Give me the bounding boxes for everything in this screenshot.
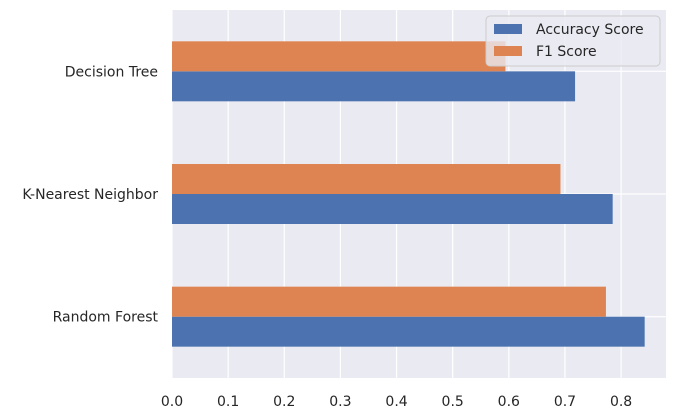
y-tick-label: Decision Tree — [65, 64, 158, 80]
legend-label-f1: F1 Score — [536, 44, 597, 60]
x-tick-label: 0.4 — [385, 394, 407, 410]
x-tick-label: 0.2 — [273, 394, 295, 410]
x-tick-label: 0.8 — [610, 394, 632, 410]
y-axis-ticks: Random Forest K-Nearest Neighbor Decision … — [22, 64, 158, 325]
bar-accuracy-score-k-nearest-neighbor — [172, 194, 613, 224]
bar-f1-score-random-forest — [172, 286, 606, 317]
legend: Accuracy Score F1 Score — [485, 15, 661, 67]
x-tick-label: 0.0 — [161, 394, 183, 410]
bar-accuracy-score-random-forest — [172, 316, 645, 347]
x-tick-label: 0.6 — [498, 394, 520, 410]
bars — [172, 41, 645, 347]
bar-accuracy-score-decision-tree — [172, 71, 576, 102]
bar-f1-score-k-nearest-neighbor — [172, 164, 561, 194]
y-tick-label: Random Forest — [53, 310, 159, 326]
x-tick-label: 0.5 — [442, 394, 464, 410]
x-tick-label: 0.1 — [217, 394, 239, 410]
x-axis-ticks: 0.0 0.1 0.2 0.3 0.4 0.5 0.6 0.7 0.8 — [161, 394, 632, 410]
legend-label-accuracy: Accuracy Score — [536, 22, 644, 38]
x-tick-label: 0.3 — [329, 394, 351, 410]
x-tick-label: 0.7 — [554, 394, 576, 410]
bar-f1-score-decision-tree — [172, 41, 506, 72]
legend-swatch-accuracy — [494, 24, 522, 34]
legend-box — [485, 15, 661, 67]
legend-swatch-f1 — [494, 46, 522, 56]
y-tick-label: K-Nearest Neighbor — [22, 187, 158, 203]
